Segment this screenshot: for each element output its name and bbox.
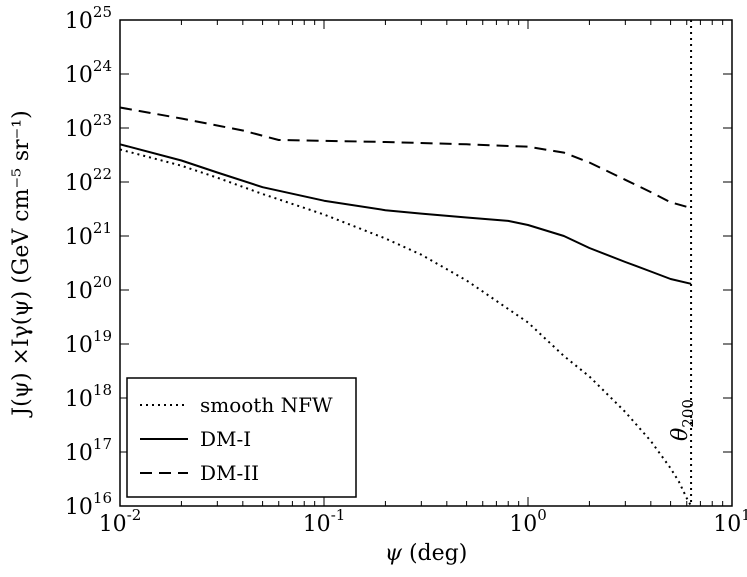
legend: smooth NFW DM-I DM-II (126, 377, 357, 498)
y-tick-label: 1025 (65, 3, 112, 34)
legend-label: DM-II (200, 461, 259, 485)
y-tick-labels: 1016 1017 1018 1019 1020 1021 1022 1023 1024 1025 (65, 3, 112, 520)
x-tick-labels: 10-2 10-1 100 101 (99, 506, 747, 537)
legend-label: smooth NFW (200, 393, 333, 417)
x-tick-label: 101 (713, 506, 747, 537)
x-tick-label: 100 (509, 506, 547, 537)
y-tick-label: 1023 (65, 111, 112, 142)
theta200-vline-layer: θ200 (668, 20, 697, 506)
series-layer (119, 106, 692, 507)
legend-frame (126, 377, 357, 498)
x-tick-label: 10-1 (303, 506, 346, 537)
y-tick-label: 1018 (65, 381, 112, 412)
legend-label: DM-I (200, 427, 251, 451)
series-line-dm-i (119, 143, 692, 285)
x-axis-unit: (deg) (402, 541, 467, 566)
x-tick-label: 10-2 (99, 506, 142, 537)
y-tick-label: 1020 (65, 273, 112, 304)
y-tick-label: 1016 (65, 489, 112, 520)
y-tick-label: 1019 (65, 327, 112, 358)
theta200-label: θ200 (668, 399, 697, 441)
series-line-dm-ii (119, 106, 692, 209)
y-tick-label: 1021 (65, 219, 112, 250)
plot-area-frame (119, 19, 733, 507)
series-line-smooth-nfw (119, 148, 692, 507)
x-axis-symbol: ψ (385, 541, 403, 566)
y-tick-label: 1022 (65, 165, 112, 196)
y-tick-label: 1017 (65, 435, 112, 466)
y-axis-title: J(ψ) ×Iγ(ψ) (GeV cm⁻⁵ sr⁻¹) (9, 110, 34, 417)
y-tick-label: 1024 (65, 57, 112, 88)
legend-entries: smooth NFW DM-I DM-II (140, 393, 333, 485)
x-axis-title: ψ (deg) (385, 541, 468, 566)
